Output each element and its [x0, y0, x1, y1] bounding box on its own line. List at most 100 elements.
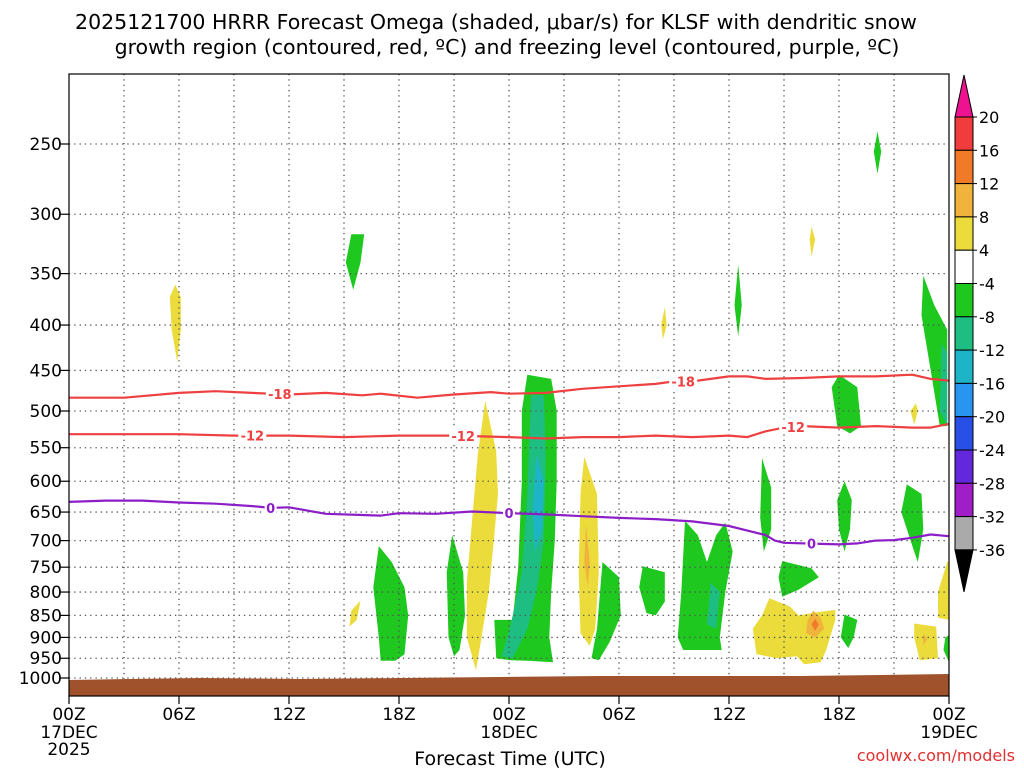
dendritic-minus18-label-0: -18: [268, 388, 292, 403]
omega-pos-23z-right: [938, 562, 949, 620]
colorbar-bin-4-to-8: [954, 216, 974, 251]
omega-neg-10z-inner: [707, 582, 720, 629]
terrain-surface: [69, 674, 949, 696]
ytick-label-650: 650: [30, 503, 62, 523]
freezing-level-0-label-bg-1: [503, 506, 515, 521]
omega-shading-layer: [169, 131, 949, 671]
omega-neg-upper-left: [345, 234, 365, 290]
ytick-label-500: 500: [30, 402, 62, 422]
xtick-label-24: 00Z: [492, 705, 525, 725]
xtick-label-12: 12Z: [272, 705, 305, 725]
dendritic-minus12-label-1: -12: [451, 430, 475, 445]
omega-pos-16z-center: [811, 619, 819, 631]
omega-neg-21z-mid: [901, 484, 924, 562]
freezing-level-0-label-0: 0: [266, 502, 275, 517]
ytick-label-350: 350: [30, 265, 62, 285]
plot-frame: [68, 73, 950, 697]
colorbar-label-4: 4: [979, 241, 989, 260]
colorbar-bin--20-to--16: [954, 382, 974, 418]
ytick-label-600: 600: [30, 472, 62, 492]
omega-pos-08z-small: [661, 307, 667, 340]
colorbar-label--12: -12: [979, 341, 1005, 360]
dendritic-minus18-label-bg-0: [265, 387, 294, 402]
colorbar: 20 16 12 8 4 -4 -8 -12 -16 -20 -24 -28 -32 -36: [954, 74, 1005, 593]
xtick-year-0: 2025: [47, 740, 90, 760]
xtick-label-36: 12Z: [712, 705, 745, 725]
omega-pos-15z-lower: [752, 598, 836, 665]
chart-title-line1: 2025121700 HRRR Forecast Omega (shaded, …: [75, 10, 917, 34]
omega-pos-21z-small: [910, 403, 918, 425]
omega-neg-18z-lower: [840, 614, 858, 648]
dendritic-minus18-line: [69, 373, 949, 399]
credit-link[interactable]: coolwx.com/models: [857, 746, 1015, 765]
omega-pos-22z-lower: [914, 623, 938, 661]
ytick-label-400: 400: [30, 316, 62, 336]
contour-layer: -18 -18 -12 -12 -12 0 0 0: [69, 373, 949, 553]
xtick-label-18: 18Z: [382, 705, 415, 725]
omega-neg-17z-column: [373, 546, 409, 661]
colorbar-label--16: -16: [979, 374, 1005, 393]
colorbar-label-20: 20: [979, 108, 999, 127]
freezing-level-0-label-bg-2: [805, 536, 818, 551]
colorbar-label-12: 12: [979, 175, 999, 194]
dendritic-minus12-label-bg-0: [238, 428, 267, 443]
omega-neg-23z-small: [943, 635, 949, 663]
omega-neg-12z-mid: [760, 458, 772, 552]
pressure-axis: 2503003504004505005506006507007508008509…: [19, 135, 69, 689]
omega-neg-18z-mid: [837, 481, 852, 552]
colorbar-bin--8-to--4: [954, 283, 974, 318]
dendritic-minus12-label-bg-1: [449, 428, 478, 443]
freezing-level-0-label-1: 0: [504, 507, 513, 522]
colorbar-label--20: -20: [979, 408, 1005, 427]
ytick-label-250: 250: [30, 135, 62, 155]
colorbar-bin-8-to-12: [954, 183, 974, 218]
omega-pos-22z-column: [466, 400, 498, 671]
xtick-label-0: 00Z: [52, 705, 85, 725]
colorbar-label-16: 16: [979, 141, 999, 160]
colorbar-bottom-arrow: [954, 549, 974, 593]
colorbar-bin--24-to--20: [954, 416, 974, 451]
colorbar-bin--12-to--8: [954, 316, 974, 351]
colorbar-bin--36-to--32: [954, 516, 974, 551]
freezing-level-0-line: [69, 499, 949, 546]
xtick-label-30: 06Z: [602, 705, 635, 725]
colorbar-bin--28-to--24: [954, 449, 974, 484]
omega-pos-22z-core: [923, 633, 927, 646]
xtick-label-42: 18Z: [822, 705, 855, 725]
colorbar-label--4: -4: [979, 275, 995, 294]
colorbar-bin-16-to-20: [954, 116, 974, 151]
omega-pos-850-left: [349, 600, 361, 627]
omega-neg-10z-cluster: [677, 520, 733, 650]
colorbar-label--24: -24: [979, 441, 1005, 460]
plot-grid: [69, 74, 949, 696]
dendritic-minus12-line: [69, 422, 949, 440]
ytick-label-800: 800: [30, 583, 62, 603]
freezing-level-0-label-bg-0: [264, 500, 277, 515]
omega-neg-20z-small: [873, 131, 882, 174]
omega-pos-03z-column: [578, 456, 599, 646]
omega-pos-upper-left: [169, 284, 181, 362]
chart-title-line2: growth region (contoured, red, ºC) and f…: [115, 35, 900, 59]
omega-neg-22z-inner: [939, 343, 948, 427]
dendritic-minus12-label-2: -12: [781, 421, 805, 436]
ytick-label-1000: 1000: [19, 669, 62, 689]
xtick-date-48: 19DEC: [920, 723, 977, 743]
omega-neg-04z-column: [591, 562, 621, 661]
colorbar-label--32: -32: [979, 508, 1005, 527]
ytick-label-850: 850: [30, 606, 62, 626]
dendritic-minus18-label-bg-1: [669, 374, 698, 389]
dendritic-minus12-label-bg-2: [779, 419, 808, 434]
colorbar-bin--4-to-4: [954, 249, 974, 284]
ytick-label-550: 550: [30, 439, 62, 459]
xtick-date-24: 18DEC: [480, 723, 537, 743]
colorbar-bin--16-to--12: [954, 349, 974, 384]
freezing-level-0-label-2: 0: [807, 538, 816, 553]
dendritic-minus12-label-0: -12: [241, 430, 265, 445]
omega-neg-05z-column: [639, 566, 665, 616]
ytick-label-750: 750: [30, 558, 62, 578]
ytick-label-450: 450: [30, 361, 62, 381]
omega-neg-17z-upper: [831, 374, 861, 434]
omega-neg-18dec-core: [532, 454, 544, 552]
omega-neg-12z-upper: [734, 264, 742, 337]
